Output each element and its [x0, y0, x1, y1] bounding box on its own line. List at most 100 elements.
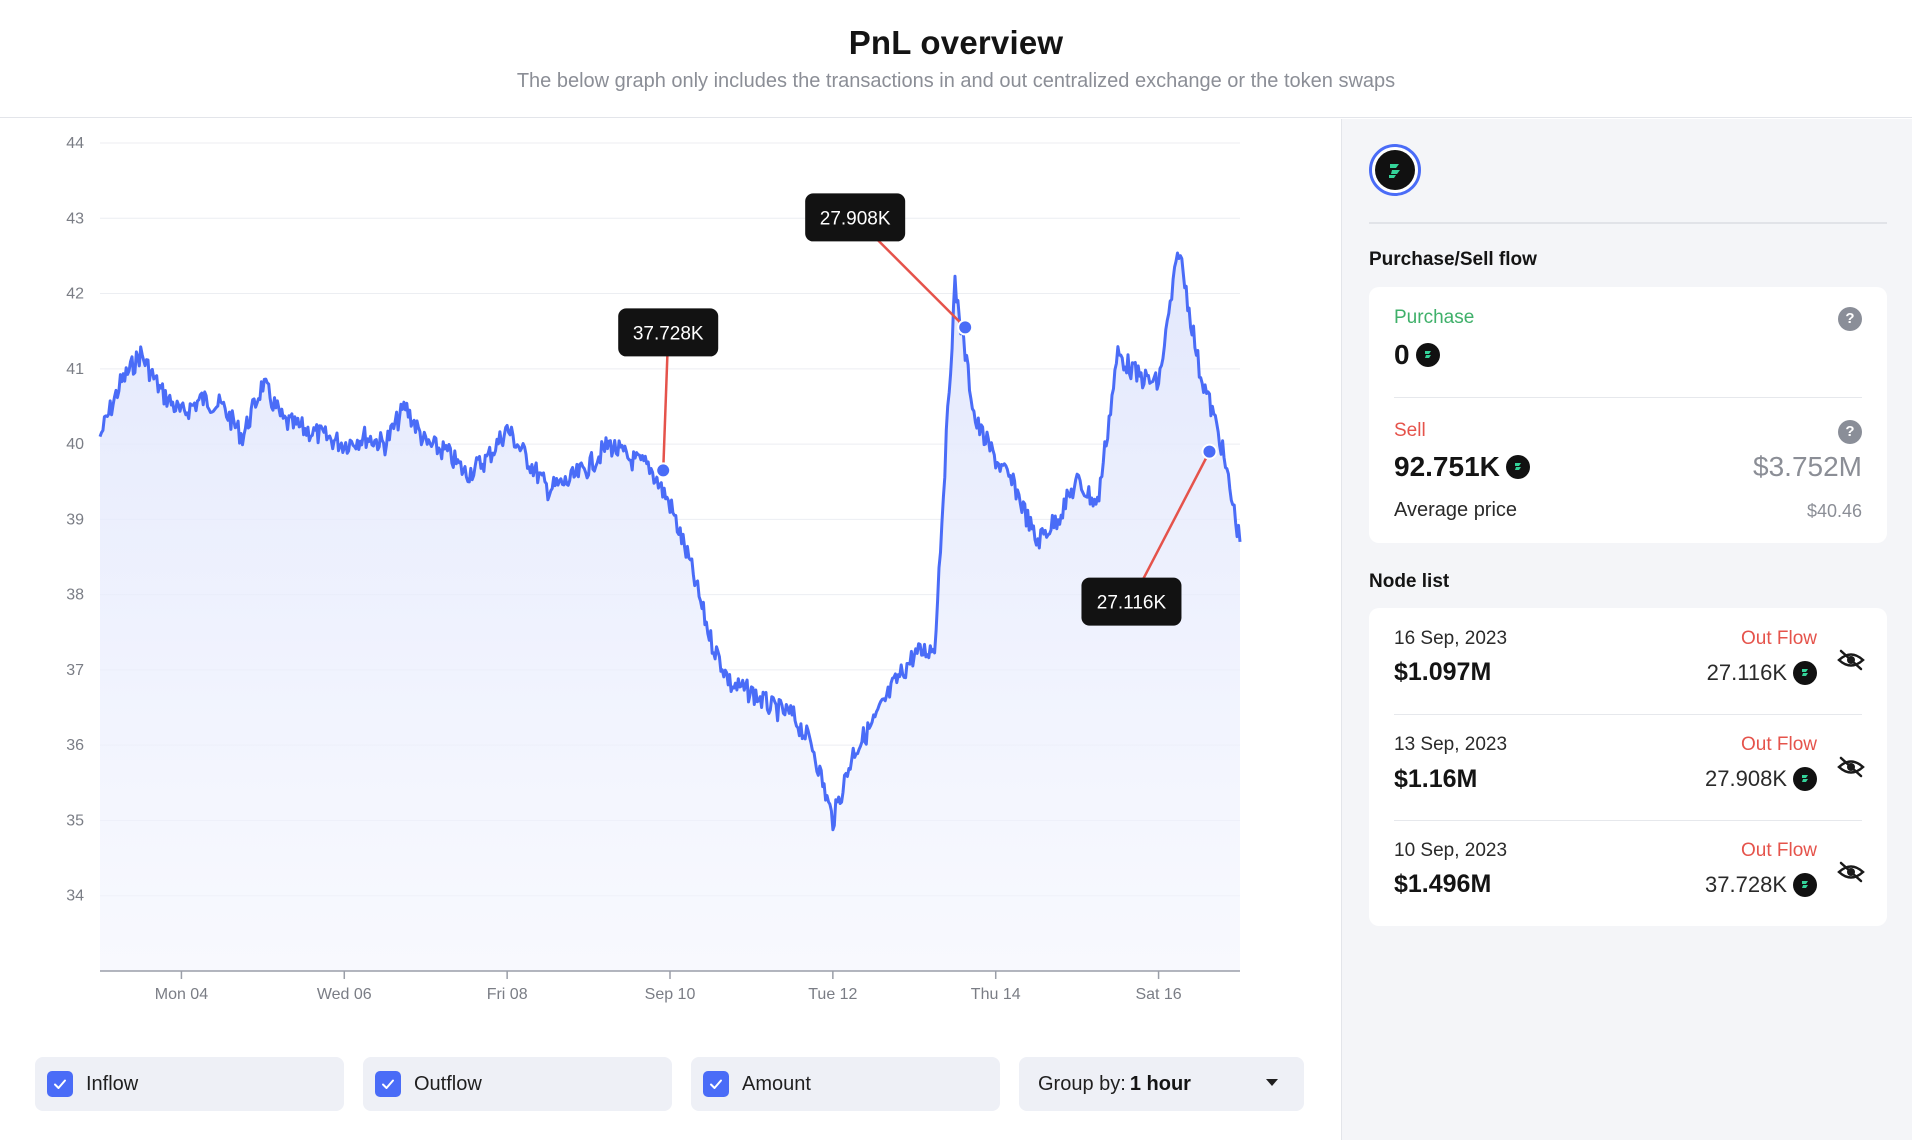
node-list-card: 16 Sep, 2023 $1.097M Out Flow 27.116K 13… [1369, 608, 1887, 926]
help-icon[interactable]: ? [1838, 420, 1862, 444]
node-usd-value: $1.16M [1394, 765, 1478, 793]
annotation-point[interactable] [957, 319, 974, 336]
node-date: 16 Sep, 2023 [1394, 628, 1508, 649]
y-tick-label: 39 [66, 511, 84, 528]
token-coin-icon [1793, 767, 1817, 791]
node-list-title: Node list [1369, 571, 1450, 592]
help-icon[interactable]: ? [1838, 307, 1862, 331]
y-tick-label: 36 [66, 737, 84, 754]
annotation-callout[interactable] [1081, 577, 1182, 626]
token-coin-icon [1793, 873, 1817, 897]
inflow-checkbox[interactable] [47, 1071, 73, 1097]
average-price-label: Average price [1394, 499, 1518, 521]
y-tick-label: 37 [66, 662, 84, 679]
y-tick-label: 35 [66, 812, 84, 829]
series-line[interactable] [98, 251, 1242, 832]
card-divider [1394, 714, 1862, 715]
y-tick-label: 42 [66, 286, 84, 303]
sell-amount-value: 92.751K [1394, 451, 1500, 482]
sell-amount: 92.751K [1394, 451, 1530, 483]
card-divider [1394, 820, 1862, 821]
node-amount: 27.908K [1705, 766, 1817, 792]
pnl-chart[interactable]: 34 35 36 37 38 39 40 41 42 43 44 Mon 04 Wed 06 Fri 08… [0, 119, 1341, 1049]
node-usd-value: $1.097M [1394, 658, 1492, 686]
token-logo-icon [1375, 150, 1415, 190]
x-tick-label: Thu 14 [971, 986, 1021, 1003]
group-by-label: Group by: [1038, 1072, 1126, 1095]
eye-off-icon[interactable] [1837, 861, 1865, 883]
node-flow-type: Out Flow [1740, 628, 1817, 649]
outflow-toggle[interactable]: Outflow [363, 1057, 672, 1111]
purchase-amount: 0 [1394, 339, 1440, 371]
eye-off-icon[interactable] [1837, 649, 1865, 671]
inflow-toggle[interactable]: Inflow [35, 1057, 344, 1111]
node-list-item[interactable]: 10 Sep, 2023 $1.496M Out Flow 37.728K [1369, 820, 1887, 926]
page-subtitle: The below graph only includes the transa… [516, 70, 1396, 92]
check-icon [54, 1079, 66, 1089]
purchase-label: Purchase [1394, 307, 1475, 328]
group-by-select[interactable]: Group by: 1 hour [1019, 1057, 1304, 1111]
page-title: PnL overview [848, 24, 1064, 61]
card-divider [1394, 397, 1862, 398]
inflow-label: Inflow [86, 1072, 139, 1095]
annotation-label: 37.728K [633, 323, 704, 344]
node-date: 13 Sep, 2023 [1394, 734, 1508, 755]
average-price-value: $40.46 [1806, 501, 1862, 521]
chart-controls: Inflow Outflow Amount Group by: 1 hour [35, 1057, 1305, 1111]
node-flow-type: Out Flow [1740, 840, 1817, 861]
purchase-sell-title: Purchase/Sell flow [1369, 249, 1537, 270]
y-tick-label: 44 [66, 135, 84, 152]
purchase-amount-value: 0 [1394, 339, 1410, 370]
annotation-label: 27.116K [1097, 593, 1167, 614]
token-avatar [1369, 144, 1421, 196]
group-by-value: 1 hour [1129, 1072, 1191, 1095]
y-tick-label: 38 [66, 587, 84, 604]
sidebar: Purchase/Sell flow Purchase ? 0 Sell ? 9… [1341, 119, 1912, 1140]
annotation-point[interactable] [655, 462, 672, 479]
node-date: 10 Sep, 2023 [1394, 840, 1508, 861]
x-tick-label: Wed 06 [317, 986, 372, 1003]
token-coin-icon [1415, 343, 1440, 367]
amount-label: Amount [742, 1072, 811, 1095]
node-amount-value: 37.728K [1705, 872, 1787, 897]
purchase-sell-card: Purchase ? 0 Sell ? 92.751K $3.752M Aver… [1369, 287, 1887, 543]
node-usd-value: $1.496M [1394, 870, 1492, 898]
y-tick-label: 34 [66, 888, 84, 905]
node-amount-value: 27.908K [1705, 766, 1787, 791]
page-header: PnL overview The below graph only includ… [0, 0, 1912, 118]
token-coin-icon [1505, 455, 1530, 479]
amount-checkbox[interactable] [703, 1071, 729, 1097]
y-tick-label: 40 [66, 436, 84, 453]
eye-off-icon[interactable] [1837, 756, 1865, 778]
amount-toggle[interactable]: Amount [691, 1057, 1000, 1111]
y-tick-label: 41 [66, 361, 84, 378]
annotation-point[interactable] [1201, 443, 1218, 460]
node-amount: 37.728K [1705, 872, 1817, 898]
annotation-connector [1130, 451, 1211, 603]
check-icon [710, 1079, 722, 1089]
node-amount: 27.116K [1707, 660, 1817, 686]
x-tick-label: Mon 04 [155, 986, 208, 1003]
chart-panel: 34 35 36 37 38 39 40 41 42 43 44 Mon 04 Wed 06 Fri 08… [0, 119, 1341, 1140]
x-tick-label: Sep 10 [645, 986, 696, 1003]
sell-label: Sell [1394, 420, 1426, 441]
series-area [100, 253, 1240, 971]
outflow-label: Outflow [414, 1072, 482, 1095]
x-tick-label: Fri 08 [487, 986, 528, 1003]
token-coin-icon [1793, 661, 1817, 685]
annotation-label: 27.908K [820, 208, 891, 229]
chevron-down-icon [1266, 1079, 1278, 1086]
node-list-item[interactable]: 13 Sep, 2023 $1.16M Out Flow 27.908K [1369, 714, 1887, 820]
x-tick-label: Tue 12 [808, 986, 857, 1003]
x-tick-label: Sat 16 [1135, 986, 1181, 1003]
outflow-checkbox[interactable] [375, 1071, 401, 1097]
annotation-callout[interactable] [805, 193, 906, 242]
sell-usd-value: $3.752M [1753, 451, 1862, 482]
sidebar-divider [1369, 222, 1887, 224]
y-tick-label: 43 [66, 210, 84, 227]
node-amount-value: 27.116K [1706, 660, 1787, 685]
node-list-item[interactable]: 16 Sep, 2023 $1.097M Out Flow 27.116K [1369, 608, 1887, 714]
node-flow-type: Out Flow [1740, 734, 1817, 755]
annotation-callout[interactable] [618, 308, 719, 357]
check-icon [382, 1079, 394, 1089]
